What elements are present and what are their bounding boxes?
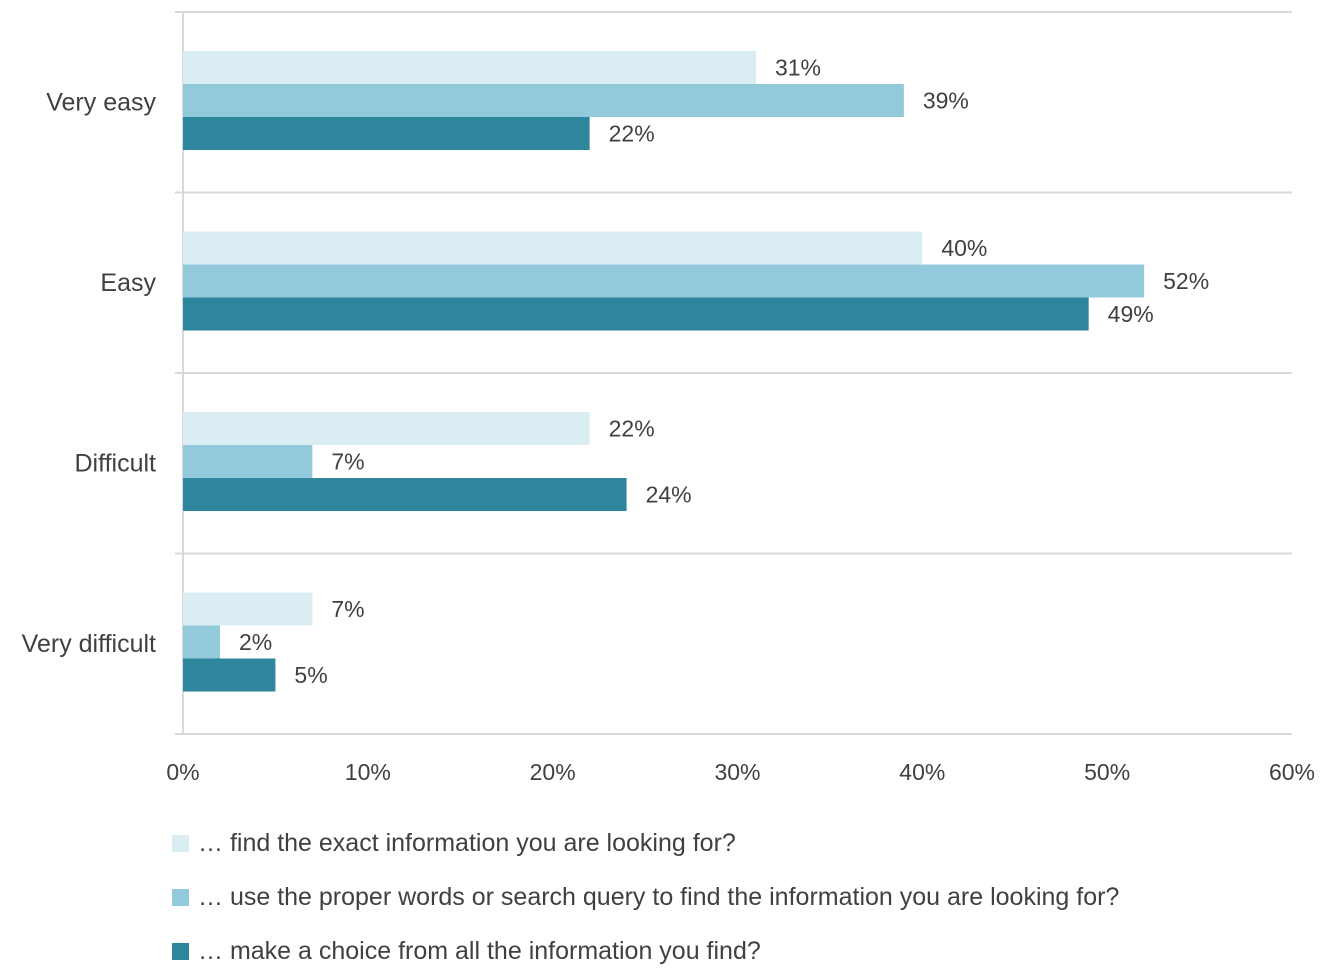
x-tick-label: 10%	[345, 759, 391, 785]
x-tick-label: 60%	[1269, 759, 1315, 785]
data-label: 22%	[609, 121, 655, 147]
data-label: 7%	[331, 596, 364, 622]
legend-label: … find the exact information you are loo…	[198, 828, 736, 857]
category-label: Difficult	[74, 449, 156, 477]
bar	[183, 445, 313, 478]
bar	[183, 84, 904, 117]
x-tick-label: 30%	[714, 759, 760, 785]
legend-label: … make a choice from all the information…	[198, 936, 761, 965]
bar	[183, 658, 276, 692]
category-label: Very easy	[46, 88, 156, 116]
legend-item: … make a choice from all the information…	[172, 924, 1119, 978]
data-label: 24%	[646, 482, 692, 508]
data-label: 52%	[1163, 268, 1209, 294]
data-labels: 31% 39% 22% 40% 52% 49% 22% 7% 24% 7% 2% 5%	[239, 55, 1209, 689]
x-axis-ticks: 0% 10% 20% 30% 40% 50% 60%	[166, 759, 1315, 785]
bar	[183, 478, 627, 511]
category-label: Easy	[100, 269, 156, 297]
data-label: 2%	[239, 629, 272, 655]
bar	[183, 592, 313, 626]
legend-swatch	[172, 942, 189, 960]
data-label: 49%	[1108, 301, 1154, 327]
data-label: 31%	[775, 55, 821, 81]
category-labels: Very easy Easy Difficult Very difficult	[22, 88, 157, 658]
data-label: 22%	[609, 416, 655, 442]
data-label: 39%	[923, 88, 969, 114]
legend-swatch	[172, 888, 189, 906]
bar	[183, 412, 590, 445]
bar	[183, 297, 1089, 331]
category-label: Very difficult	[22, 630, 156, 658]
x-tick-label: 0%	[166, 759, 199, 785]
bar	[183, 625, 220, 659]
legend-item: … find the exact information you are loo…	[172, 816, 1119, 870]
bar	[183, 117, 590, 150]
data-label: 7%	[331, 449, 364, 475]
x-tick-label: 20%	[530, 759, 576, 785]
legend-item: … use the proper words or search query t…	[172, 870, 1119, 924]
legend: … find the exact information you are loo…	[172, 816, 1119, 978]
legend-label: … use the proper words or search query t…	[198, 882, 1120, 911]
bars	[183, 51, 1145, 692]
bar-chart: 31% 39% 22% 40% 52% 49% 22% 7% 24% 7% 2% 5% Very ea…	[22, 11, 1315, 785]
x-tick-label: 50%	[1084, 759, 1130, 785]
legend-swatch	[172, 834, 189, 852]
bar	[183, 231, 923, 265]
data-label: 40%	[941, 235, 987, 261]
bar	[183, 264, 1145, 298]
data-label: 5%	[294, 662, 327, 688]
bar	[183, 51, 756, 84]
x-tick-label: 40%	[899, 759, 945, 785]
